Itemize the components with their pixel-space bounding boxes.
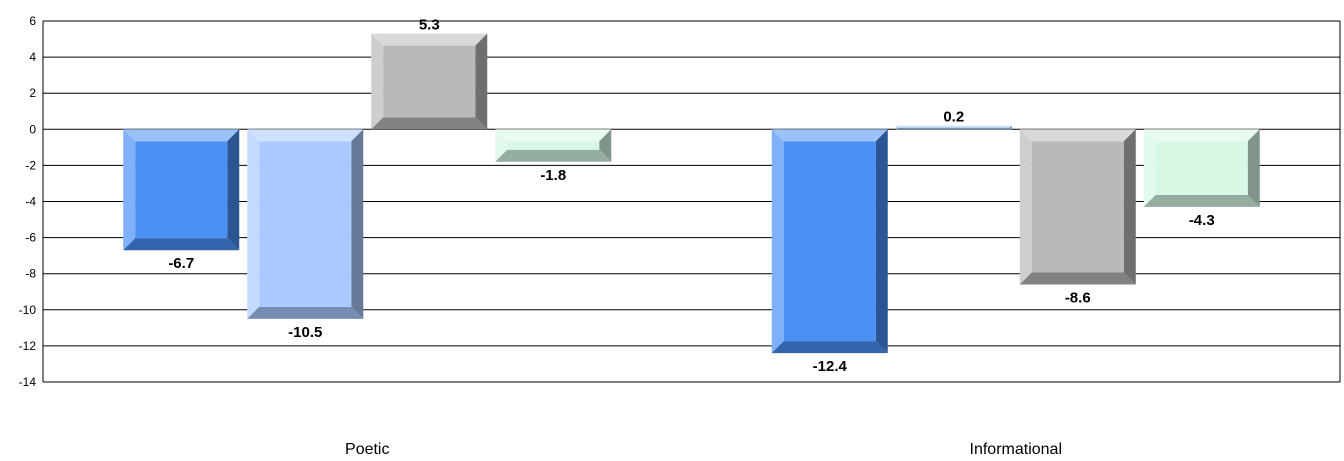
category-labels: Poetic Informational <box>345 441 1062 458</box>
bar-face <box>383 45 476 118</box>
bar-bevel-bottom <box>123 238 240 251</box>
data-label: -4.3 <box>1189 212 1215 229</box>
bar-bevel-top <box>123 129 240 142</box>
y-tick-label: 4 <box>29 50 36 64</box>
bar-bevel-right <box>599 129 612 162</box>
bar-bevel-top <box>771 129 888 142</box>
bar-bevel-right <box>351 129 364 319</box>
bar-bevel-left <box>371 33 384 130</box>
bar-bevel-left <box>247 129 260 319</box>
bar-face <box>1155 141 1248 195</box>
bar <box>895 125 1012 130</box>
bar-face <box>135 141 228 239</box>
bar-bevel-top <box>247 129 364 142</box>
category-label: Poetic <box>345 441 389 458</box>
y-tick-label: -8 <box>25 267 36 281</box>
y-tick-label: 6 <box>29 14 36 28</box>
y-tick-label: -10 <box>19 303 37 317</box>
y-tick-label: -6 <box>25 231 36 245</box>
bar-bevel-right <box>1247 129 1260 207</box>
bar <box>123 129 240 251</box>
data-label: -1.8 <box>540 167 566 184</box>
bar-face <box>259 141 352 307</box>
y-tick-label: -12 <box>19 339 37 353</box>
bar-bevel-bottom <box>495 149 612 162</box>
bar-bevel-left <box>895 125 898 130</box>
bar-bevel-bottom <box>1143 194 1260 207</box>
bar <box>247 129 364 319</box>
bar-bevel-right <box>475 33 488 130</box>
bar-bevel-bottom <box>247 306 364 319</box>
bar-bevel-right <box>875 129 888 354</box>
data-label: -6.7 <box>168 255 194 272</box>
bar-bevel-left <box>1019 129 1032 285</box>
y-tick-label: 2 <box>29 86 36 100</box>
data-label: 5.3 <box>419 17 440 34</box>
bar-bevel-top <box>371 33 488 46</box>
bar-face <box>507 141 600 150</box>
y-axis-ticks: 6 4 2 0 -2 -4 -6 -8 -10 -12 -14 <box>19 14 37 389</box>
bar-face <box>1031 141 1124 273</box>
bar-bevel-top <box>1019 129 1136 142</box>
data-label: -8.6 <box>1065 290 1091 307</box>
bars <box>123 33 1260 354</box>
bar-bevel-bottom <box>371 117 488 130</box>
y-tick-label: -4 <box>25 195 36 209</box>
bar-bevel-top <box>495 129 612 142</box>
data-label: -10.5 <box>288 324 322 341</box>
data-label: -12.4 <box>813 358 848 375</box>
bar-bevel-bottom <box>771 341 888 354</box>
bar <box>1143 129 1260 207</box>
bar-bevel-top <box>895 125 1012 128</box>
bar-bevel-left <box>123 129 136 251</box>
bar <box>495 129 612 162</box>
bar-bevel-right <box>1123 129 1136 285</box>
y-tick-label: -14 <box>19 375 37 389</box>
bar-bevel-right <box>227 129 240 251</box>
data-labels: -6.7 -12.4 -10.5 0.2 5.3 -8.6 -1.8 -4.3 <box>168 17 1214 375</box>
bar <box>371 33 488 130</box>
data-label: 0.2 <box>943 109 964 126</box>
y-tick-label: 0 <box>29 122 36 136</box>
bar-face <box>783 141 876 342</box>
bar-bevel-right <box>1009 125 1012 130</box>
bar-bevel-bottom <box>895 127 1012 130</box>
y-tick-label: -2 <box>25 158 36 172</box>
bar-bevel-top <box>1143 129 1260 142</box>
bar-bevel-left <box>495 129 508 162</box>
bar-bevel-left <box>771 129 784 354</box>
bar-bevel-left <box>1143 129 1156 207</box>
bar <box>771 129 888 354</box>
bar <box>1019 129 1136 285</box>
category-label: Informational <box>970 441 1063 458</box>
bar-bevel-bottom <box>1019 272 1136 285</box>
